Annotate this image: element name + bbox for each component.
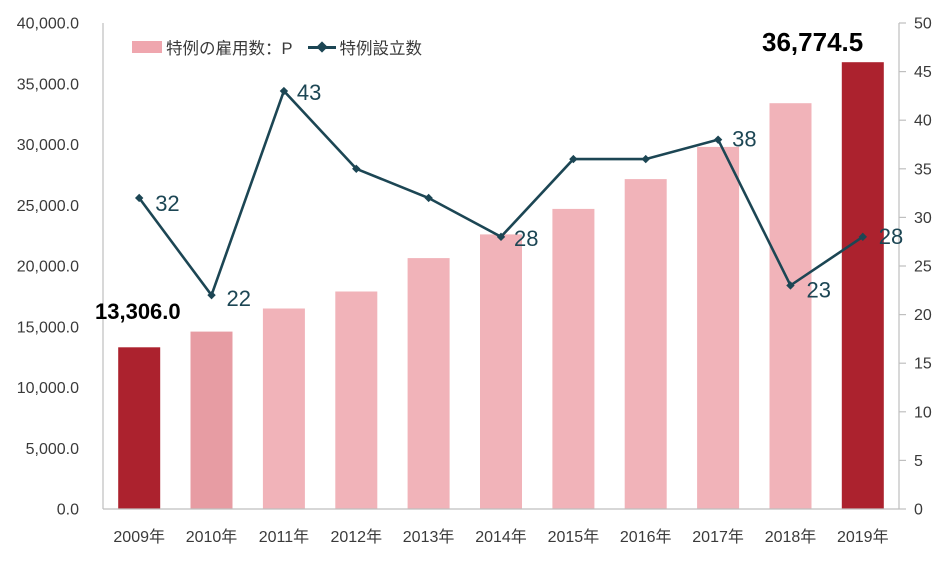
x-axis-label-2019年: 2019年: [837, 528, 889, 546]
bar-2016年: [624, 179, 667, 509]
y-axis-left-tick-label: 35,000.0: [17, 76, 79, 93]
line-point-2011年: [279, 86, 289, 96]
y-axis-right-tick-label: 0: [914, 502, 923, 519]
y-axis-left-tick-label: 25,000.0: [17, 198, 79, 215]
x-axis-label-2013年: 2013年: [403, 528, 455, 546]
line-point-2017年: [713, 135, 723, 144]
point-label-2019年: 28: [879, 224, 903, 249]
bar-2015年: [552, 208, 595, 509]
point-label-2017年: 38: [732, 127, 756, 152]
y-axis-right-tick-label: 15: [914, 356, 932, 373]
legend-line-sample-icon: [307, 40, 336, 53]
line-point-2015年: [569, 154, 578, 164]
bar-2014年: [480, 234, 522, 509]
y-axis-left-tick-label: 15,000.0: [17, 319, 79, 336]
bar-2013年: [407, 258, 450, 509]
bar-2010年: [190, 331, 233, 509]
point-label-2014年: 28: [514, 226, 538, 251]
line-point-2013年: [424, 193, 433, 203]
legend-line-label: 特例設立数: [339, 40, 423, 58]
x-axis-label-2011年: 2011年: [259, 528, 309, 546]
y-axis-right-tick-label: 5: [914, 453, 923, 470]
y-axis-left-tick-label: 5,000.0: [26, 441, 79, 458]
annotation-2009-value: 13,306.0: [95, 299, 181, 324]
line-point-2009年: [134, 193, 144, 203]
legend-bar-swatch-icon: [132, 41, 162, 53]
y-axis-right-tick-label: 25: [914, 259, 932, 276]
line-point-2016年: [641, 154, 650, 164]
legend: 特例の雇用数：P 特例設立数: [132, 36, 422, 58]
y-axis-right-tick-label: 45: [914, 64, 932, 81]
line-point-2018年: [786, 281, 795, 290]
x-axis-label-2012年: 2012年: [330, 528, 382, 546]
y-axis-left-tick-label: 20,000.0: [17, 259, 79, 276]
y-axis-right-tick-label: 10: [914, 404, 932, 421]
x-axis-label-2016年: 2016年: [620, 528, 672, 546]
bar-2019年: [841, 62, 884, 509]
bar-2009年: [118, 347, 161, 509]
y-axis-right-tick-label: 35: [914, 161, 932, 178]
legend-bar-label: 特例の雇用数：P: [166, 40, 293, 58]
point-label-2009年: 32: [155, 191, 179, 216]
y-axis-left-tick-label: 0.0: [57, 502, 79, 519]
y-axis-left-tick-label: 30,000.0: [17, 137, 79, 154]
y-axis-left-tick-label: 40,000.0: [17, 16, 79, 33]
bar-2018年: [769, 103, 812, 509]
point-label-2018年: 23: [807, 277, 831, 302]
point-label-2010年: 22: [227, 286, 251, 311]
y-axis-right-tick-label: 50: [914, 16, 932, 33]
bar-2017年: [697, 146, 740, 509]
point-label-2011年: 43: [297, 80, 321, 105]
x-axis-label-2017年: 2017年: [692, 528, 744, 546]
x-axis-label-2014年: 2014年: [475, 528, 527, 546]
line-point-2014年: [496, 232, 506, 242]
bar-2012年: [335, 291, 378, 509]
line-point-2012年: [352, 164, 361, 173]
x-axis-label-2018年: 2018年: [765, 528, 817, 546]
x-axis-label-2010年: 2010年: [186, 528, 238, 546]
x-axis-label-2015年: 2015年: [548, 528, 600, 546]
line-point-2010年: [207, 290, 216, 300]
y-axis-right-tick-label: 30: [914, 210, 932, 227]
diamond-marker-icon: [315, 40, 328, 53]
y-axis-left-tick-label: 10,000.0: [17, 380, 79, 397]
y-axis-right-tick-label: 20: [914, 307, 932, 324]
bar-2011年: [262, 308, 305, 509]
y-axis-right-tick-label: 40: [914, 113, 932, 130]
x-axis-label-2009年: 2009年: [113, 528, 165, 546]
annotation-2019-value: 36,774.5: [762, 27, 864, 57]
line-point-2019年: [858, 232, 868, 242]
